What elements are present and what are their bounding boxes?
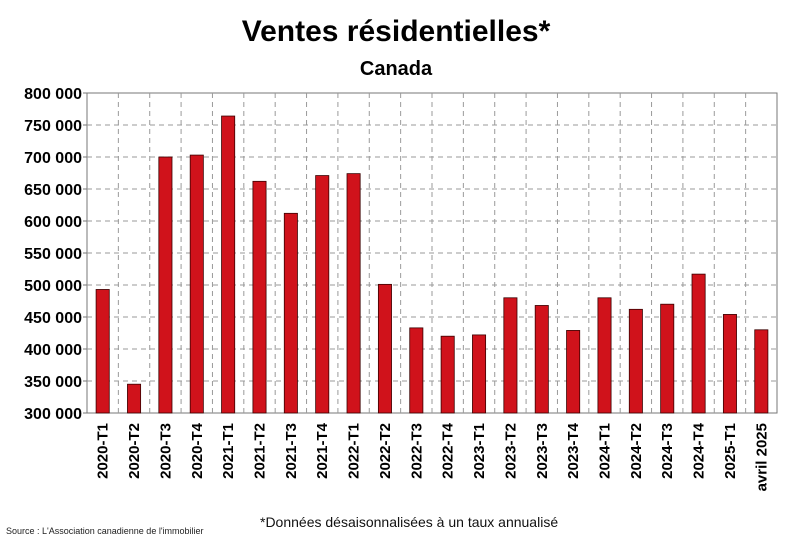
bar xyxy=(628,308,643,414)
x-tick-label: 2023-T1 xyxy=(471,423,488,479)
x-tick-label: 2021-T3 xyxy=(283,423,300,479)
y-tick-label: 300 000 xyxy=(24,406,82,423)
y-axis-ticks: 300 000 350 000 400 000 450 000 500 000 550 0… xyxy=(24,86,87,423)
chart-title: Ventes résidentielles* xyxy=(242,15,551,48)
bars xyxy=(95,115,769,414)
bar xyxy=(127,383,142,414)
bar xyxy=(472,334,487,414)
bar xyxy=(534,305,549,414)
y-tick-label: 350 000 xyxy=(24,374,82,391)
y-tick-label: 450 000 xyxy=(24,310,82,327)
x-tick-label: 2024-T2 xyxy=(628,423,645,479)
x-tick-label: 2020-T2 xyxy=(126,423,143,479)
x-tick-label: 2021-T1 xyxy=(220,423,237,479)
y-tick-label: 400 000 xyxy=(24,342,82,359)
x-tick-label: 2024-T4 xyxy=(691,422,708,479)
bar xyxy=(377,283,392,414)
x-tick-label: 2025-T1 xyxy=(722,423,739,479)
x-tick-label: 2020-T3 xyxy=(157,423,174,479)
bar xyxy=(346,173,361,414)
y-tick-label: 550 000 xyxy=(24,246,82,263)
bar xyxy=(754,329,769,414)
footnote: *Données désaisonnalisées à un taux annu… xyxy=(260,514,559,530)
bar xyxy=(409,327,424,414)
bar xyxy=(189,154,204,414)
chart-subtitle: Canada xyxy=(360,58,433,80)
bar xyxy=(691,273,706,414)
x-tick-label: 2022-T1 xyxy=(346,423,363,479)
x-tick-label: 2023-T4 xyxy=(565,422,582,479)
x-tick-label: 2024-T3 xyxy=(659,423,676,479)
x-tick-label: 2023-T3 xyxy=(534,423,551,479)
x-tick-label: 2021-T2 xyxy=(252,423,269,479)
y-tick-label: 700 000 xyxy=(24,150,82,167)
bar xyxy=(315,175,330,414)
bar xyxy=(440,335,455,414)
bar xyxy=(95,289,110,414)
x-tick-label: 2022-T3 xyxy=(408,423,425,479)
bar xyxy=(283,212,298,414)
bar xyxy=(566,330,581,414)
y-tick-label: 600 000 xyxy=(24,214,82,231)
bar xyxy=(597,297,612,414)
x-tick-label: 2024-T1 xyxy=(597,423,614,479)
x-axis-ticks: 2020-T1 2020-T2 2020-T3 2020-T4 2021-T1 2021-… xyxy=(95,422,771,491)
x-tick-label: avril 2025 xyxy=(753,423,770,491)
grid-lines xyxy=(87,93,777,413)
x-tick-label: 2022-T4 xyxy=(440,422,457,479)
y-tick-label: 500 000 xyxy=(24,278,82,295)
bar xyxy=(221,115,236,414)
y-tick-label: 650 000 xyxy=(24,182,82,199)
bar xyxy=(158,156,173,414)
bar xyxy=(660,303,675,414)
bar xyxy=(252,180,267,414)
x-tick-label: 2023-T2 xyxy=(502,423,519,479)
x-tick-label: 2020-T4 xyxy=(189,422,206,479)
x-tick-label: 2020-T1 xyxy=(95,423,112,479)
y-tick-label: 800 000 xyxy=(24,86,82,103)
y-tick-label: 750 000 xyxy=(24,118,82,135)
x-tick-label: 2022-T2 xyxy=(377,423,394,479)
bar xyxy=(722,314,737,414)
bar xyxy=(503,297,518,414)
source-note: Source : L'Association canadienne de l'i… xyxy=(6,526,204,536)
x-tick-label: 2021-T4 xyxy=(314,422,331,479)
